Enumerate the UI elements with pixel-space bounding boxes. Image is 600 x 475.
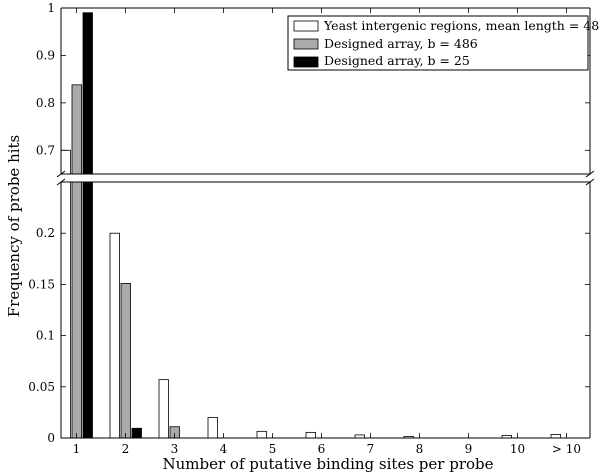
break-mark-right-bottom [585,178,595,186]
legend-label-b486: Designed array, b = 486 [324,36,478,51]
bar-s2-cat-1 [71,84,82,439]
axes-layer [56,7,595,439]
y-tick-label-lower-2: 0.1 [36,329,55,343]
y-axis-label: Frequency of probe hits [5,135,23,317]
y-tick-label-upper-3: 1 [47,1,55,15]
legend-label-b25: Designed array, b = 25 [324,53,470,68]
bar-s1-cat-6 [305,431,316,439]
x-tick-label-6: 6 [318,442,326,456]
y-tick-label-upper-0: 0.7 [36,143,55,157]
break-mark-right-top [585,170,595,178]
bars-layer [60,12,561,439]
axis-break-band [59,174,592,182]
x-tick-label-2: 2 [122,442,130,456]
legend-swatch-b25 [293,56,319,68]
x-tick-label-10: 10 [510,442,525,456]
y-tick-label-upper-2: 0.9 [36,48,55,62]
x-tick-label-8: 8 [416,442,424,456]
y-tick-label-lower-3: 0.15 [28,277,55,291]
legend-box [287,15,589,71]
y-tick-label-lower-1: 0.05 [28,380,55,394]
break-mark-left-bottom [56,178,66,186]
legend: Yeast intergenic regions, mean length = … [287,15,600,71]
bar-s2-cat-2 [120,282,131,439]
legend-label-yeast: Yeast intergenic regions, mean length = … [323,18,600,33]
x-tick-label-3: 3 [171,442,179,456]
bar-s3-cat-2 [131,427,142,439]
y-tick-label-upper-1: 0.8 [36,96,55,110]
bar-s1-cat-11 [550,434,561,439]
bar-s1-cat-2 [109,232,120,439]
break-mark-left-top [56,170,66,178]
x-axis-label: Number of putative binding sites per pro… [162,455,493,473]
x-tick-label-1: 1 [73,442,81,456]
y-tick-label-lower-4: 0.2 [36,226,55,240]
legend-swatch-b486 [293,38,319,50]
x-tick-label-11: > 10 [552,442,581,456]
x-tick-label-4: 4 [220,442,228,456]
ticks-layer: 0 0.05 0.1 0.15 0.2 0.7 0.8 0.9 1 1 2 3 4 5 6 7 8 9 10 > 10 [28,1,581,456]
bar-s1-cat-1 [60,149,71,439]
bar-s1-cat-4 [207,417,218,439]
x-tick-label-9: 9 [465,442,473,456]
bar-s3-cat-1 [82,12,93,439]
bar-s1-cat-5 [256,430,267,439]
x-tick-label-7: 7 [367,442,375,456]
y-tick-label-lower-0: 0 [47,431,55,445]
x-tick-label-5: 5 [269,442,277,456]
legend-swatch-yeast [293,20,319,32]
bar-s1-cat-3 [158,379,169,439]
